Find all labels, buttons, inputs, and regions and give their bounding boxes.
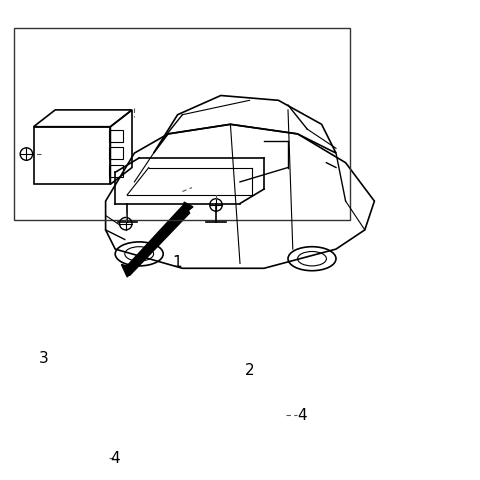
- Text: 3: 3: [38, 350, 48, 365]
- Bar: [14, 29, 350, 221]
- Bar: [109, 166, 123, 178]
- Text: 2: 2: [245, 362, 254, 377]
- Polygon shape: [125, 204, 190, 276]
- Polygon shape: [121, 265, 135, 277]
- Text: 4: 4: [298, 408, 307, 422]
- Text: 1: 1: [173, 254, 182, 269]
- Text: 4: 4: [110, 450, 120, 466]
- Polygon shape: [184, 203, 193, 211]
- Bar: [109, 130, 123, 142]
- Bar: [109, 148, 123, 160]
